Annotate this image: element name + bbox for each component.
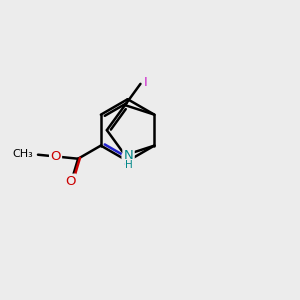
Text: I: I bbox=[143, 76, 147, 89]
Text: O: O bbox=[65, 175, 76, 188]
Text: CH₃: CH₃ bbox=[13, 149, 34, 159]
Text: N: N bbox=[123, 154, 133, 167]
Text: N: N bbox=[124, 148, 134, 162]
Text: O: O bbox=[50, 149, 61, 163]
Text: H: H bbox=[125, 160, 132, 170]
